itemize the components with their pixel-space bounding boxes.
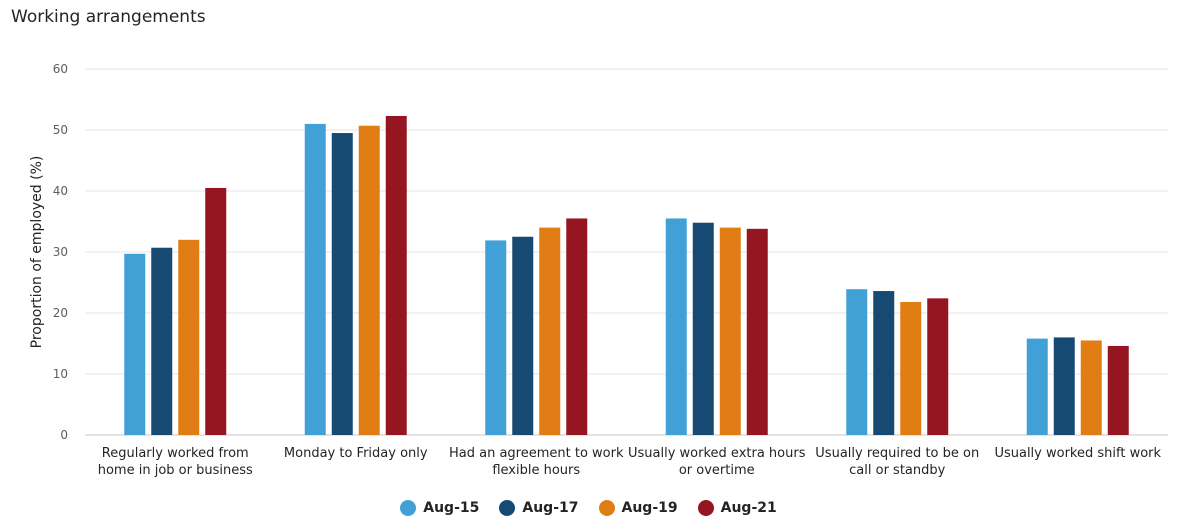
bar[interactable] [692, 222, 714, 435]
x-tick-label: Usually worked shift work [994, 446, 1161, 461]
legend-label: Aug-17 [522, 500, 579, 516]
bar[interactable] [1053, 337, 1075, 435]
bar[interactable] [566, 218, 588, 435]
x-tick-label: Monday to Friday only [284, 446, 428, 461]
bar[interactable] [665, 218, 687, 435]
x-tick-label: Had an agreement to work flexible hours [449, 446, 624, 478]
bar[interactable] [900, 302, 922, 435]
gridlines [85, 68, 1168, 436]
bars [124, 115, 1129, 436]
y-tick-label: 10 [53, 367, 68, 381]
bar[interactable] [151, 247, 173, 435]
x-tick-label: Usually worked extra hours or overtime [628, 446, 806, 478]
bar[interactable] [846, 289, 868, 435]
legend-swatch [400, 500, 417, 516]
bar[interactable] [358, 125, 380, 435]
bar[interactable] [873, 291, 895, 435]
legend-item[interactable]: Aug-21 [697, 500, 777, 516]
legend-swatch [598, 500, 615, 516]
legend-item[interactable]: Aug-17 [499, 500, 579, 516]
bar[interactable] [512, 236, 534, 435]
chart-title: Working arrangements [11, 7, 206, 27]
bar[interactable] [1080, 340, 1102, 435]
legend-swatch [697, 500, 714, 516]
bar[interactable] [1107, 345, 1129, 435]
bar[interactable] [385, 115, 407, 435]
x-tick-label: Regularly worked from home in job or busi… [98, 446, 253, 478]
bar[interactable] [331, 133, 353, 436]
y-tick-label: 60 [53, 62, 68, 76]
bar-chart: 0 10 20 30 40 50 60 Proportion of employed (%)… [29, 62, 1168, 478]
y-tick-label: 20 [53, 306, 68, 320]
bar[interactable] [927, 298, 949, 435]
y-tick-label: 40 [53, 184, 68, 198]
legend-item[interactable]: Aug-19 [598, 500, 678, 516]
legend-swatch [499, 500, 516, 516]
bar[interactable] [178, 239, 200, 435]
bar[interactable] [205, 187, 227, 435]
bar[interactable] [304, 123, 326, 436]
y-axis-title: Proportion of employed (%) [29, 156, 45, 349]
x-tick-label: Usually required to be on call or standby [815, 446, 979, 478]
x-axis: Regularly worked from home in job or busi… [98, 446, 1162, 478]
bar[interactable] [746, 228, 768, 435]
y-axis: 0 10 20 30 40 50 60 [53, 62, 68, 442]
legend-label: Aug-21 [720, 500, 777, 516]
y-tick-label: 0 [60, 428, 68, 442]
bar[interactable] [1026, 338, 1048, 435]
legend-label: Aug-15 [423, 500, 480, 516]
y-tick-label: 30 [53, 245, 68, 259]
bar[interactable] [124, 253, 146, 435]
bar[interactable] [539, 227, 561, 435]
legend-label: Aug-19 [621, 500, 678, 516]
y-tick-label: 50 [53, 123, 68, 137]
legend-item[interactable]: Aug-15 [400, 500, 479, 516]
bar[interactable] [719, 227, 741, 435]
bar[interactable] [485, 240, 507, 435]
legend: Aug-15 Aug-17 Aug-19 Aug-21 [0, 500, 1177, 516]
